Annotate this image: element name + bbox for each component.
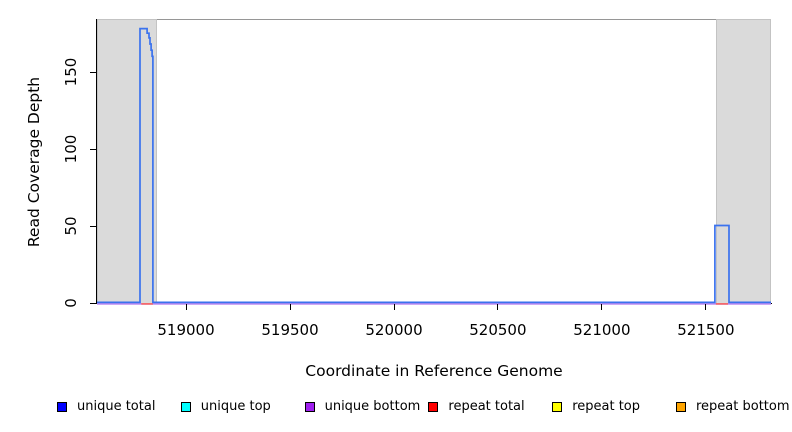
masked-region-left bbox=[97, 19, 158, 304]
legend-swatch-unique-bottom bbox=[304, 401, 315, 412]
y-tick-label-100: 100 bbox=[62, 134, 80, 164]
x-tick-mark bbox=[393, 304, 395, 310]
x-tick-mark bbox=[497, 304, 499, 310]
legend-label-repeat-total: repeat total bbox=[448, 399, 525, 414]
y-tick-label-0: 0 bbox=[62, 298, 80, 308]
y-tick-mark bbox=[90, 302, 97, 304]
coverage-series-canvas bbox=[97, 27, 771, 305]
legend-item-repeat-total: repeat total bbox=[428, 398, 525, 415]
masked-region-right bbox=[715, 19, 771, 304]
legend-swatch-unique-total bbox=[57, 401, 67, 412]
x-tick-label-519500: 519500 bbox=[261, 321, 319, 339]
x-tick-label-521500: 521500 bbox=[677, 321, 735, 339]
x-tick-mark bbox=[705, 304, 707, 310]
y-axis-title: Read Coverage Depth bbox=[25, 76, 43, 248]
legend-item-unique-top: unique top bbox=[180, 398, 271, 415]
legend-item-repeat-top: repeat top bbox=[552, 398, 640, 415]
y-tick-mark bbox=[90, 148, 97, 150]
legend-label-unique-bottom: unique bottom bbox=[324, 399, 421, 414]
legend-item-unique-total: unique total bbox=[57, 398, 155, 415]
plot-area bbox=[97, 19, 771, 305]
x-tick-mark bbox=[601, 304, 603, 310]
legend-label-repeat-bottom: repeat bottom bbox=[696, 399, 790, 414]
legend-label-unique-top: unique top bbox=[200, 399, 271, 414]
y-axis-line bbox=[96, 19, 97, 304]
y-tick-mark bbox=[90, 71, 97, 73]
legend-swatch-repeat-bottom bbox=[676, 401, 686, 412]
x-tick-label-520000: 520000 bbox=[365, 321, 423, 339]
legend-label-unique-total: unique total bbox=[77, 399, 156, 414]
series-line-unique-total bbox=[97, 27, 771, 304]
legend-item-unique-bottom: unique bottom bbox=[304, 398, 421, 415]
x-tick-label-520500: 520500 bbox=[469, 321, 527, 339]
x-tick-mark bbox=[185, 304, 187, 310]
legend-swatch-repeat-top bbox=[552, 401, 563, 412]
x-tick-label-521000: 521000 bbox=[573, 321, 631, 339]
plot-top-border bbox=[97, 19, 771, 20]
x-tick-label-519000: 519000 bbox=[157, 321, 215, 339]
legend-item-repeat-bottom: repeat bottom bbox=[676, 398, 790, 415]
y-tick-label-150: 150 bbox=[62, 57, 80, 87]
y-tick-mark bbox=[90, 225, 97, 227]
x-axis-title: Coordinate in Reference Genome bbox=[305, 362, 563, 380]
x-tick-mark bbox=[289, 304, 291, 310]
legend-swatch-unique-top bbox=[180, 401, 191, 412]
y-tick-label-50: 50 bbox=[62, 216, 80, 236]
legend-swatch-repeat-total bbox=[428, 401, 439, 412]
legend-label-repeat-top: repeat top bbox=[572, 399, 640, 414]
